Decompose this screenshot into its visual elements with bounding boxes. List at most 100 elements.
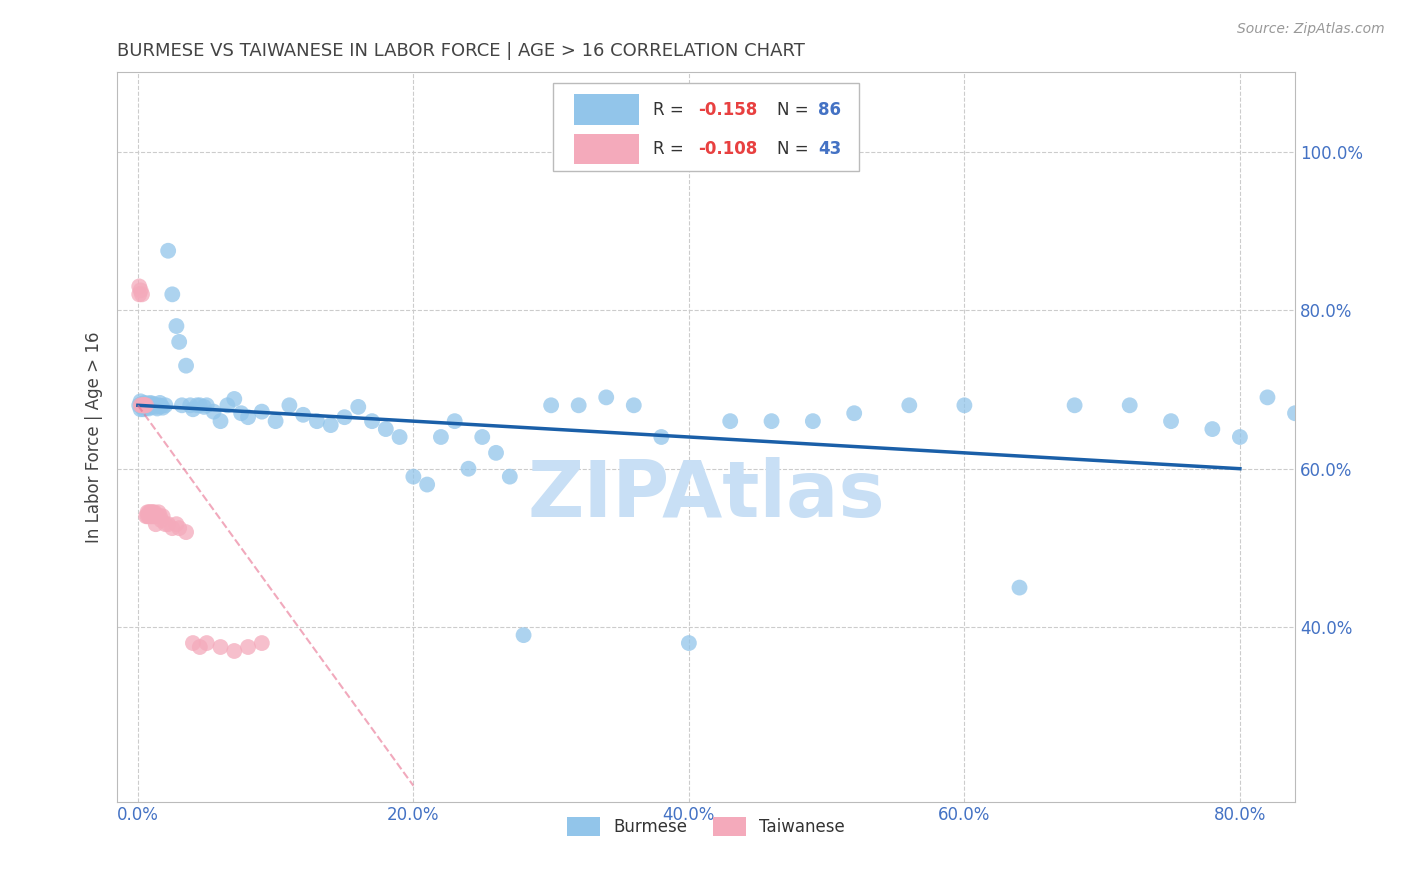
Point — [142, 397, 165, 411]
Point — [155, 517, 177, 532]
Point — [129, 402, 152, 417]
Point — [202, 404, 225, 418]
Point — [136, 509, 159, 524]
Text: N =: N = — [776, 140, 814, 158]
Point — [485, 446, 508, 460]
Point — [181, 402, 204, 417]
Point — [236, 410, 259, 425]
Point — [250, 636, 273, 650]
Point — [844, 406, 866, 420]
Point — [138, 398, 160, 412]
Point — [139, 399, 162, 413]
Point — [131, 287, 153, 301]
Legend: Burmese, Taiwanese: Burmese, Taiwanese — [558, 808, 853, 845]
Point — [678, 636, 700, 650]
Point — [135, 398, 157, 412]
Point — [195, 636, 218, 650]
Point — [162, 287, 184, 301]
Point — [623, 398, 645, 412]
Point — [136, 397, 159, 411]
Point — [134, 400, 156, 414]
Point — [1160, 414, 1182, 428]
Point — [132, 398, 155, 412]
Point — [1118, 398, 1140, 412]
Point — [333, 410, 356, 425]
Point — [250, 404, 273, 418]
Point — [402, 469, 425, 483]
Point — [167, 521, 190, 535]
Text: 86: 86 — [818, 101, 841, 119]
Point — [186, 398, 208, 412]
Point — [718, 414, 741, 428]
Point — [224, 644, 246, 658]
Point — [443, 414, 465, 428]
Point — [217, 398, 239, 412]
Point — [139, 396, 162, 410]
Point — [361, 414, 384, 428]
Point — [150, 513, 173, 527]
Point — [149, 509, 172, 524]
Point — [167, 334, 190, 349]
Point — [188, 398, 211, 412]
Point — [152, 509, 174, 524]
Point — [135, 509, 157, 524]
Point — [898, 398, 921, 412]
Y-axis label: In Labor Force | Age > 16: In Labor Force | Age > 16 — [86, 331, 103, 542]
Point — [499, 469, 522, 483]
FancyBboxPatch shape — [553, 83, 859, 171]
Point — [181, 636, 204, 650]
Text: R =: R = — [654, 101, 689, 119]
Point — [165, 517, 187, 532]
Point — [129, 398, 152, 412]
Point — [650, 430, 672, 444]
Point — [430, 430, 453, 444]
Point — [143, 398, 166, 412]
Point — [305, 414, 328, 428]
Point — [801, 414, 824, 428]
Point — [155, 398, 177, 412]
Point — [142, 505, 165, 519]
Text: ZIPAtlas: ZIPAtlas — [527, 458, 884, 533]
Point — [152, 401, 174, 415]
Point — [134, 398, 156, 412]
Point — [319, 418, 342, 433]
Point — [278, 398, 301, 412]
Point — [136, 401, 159, 415]
Point — [162, 521, 184, 535]
Point — [145, 400, 167, 414]
Point — [141, 398, 163, 412]
Point — [136, 505, 159, 519]
Point — [129, 394, 152, 409]
Point — [142, 509, 165, 524]
Point — [1256, 390, 1278, 404]
Point — [131, 397, 153, 411]
Point — [145, 517, 167, 532]
Text: 43: 43 — [818, 140, 841, 158]
Point — [128, 287, 150, 301]
Point — [148, 398, 170, 412]
Point — [157, 517, 180, 532]
Point — [135, 397, 157, 411]
Point — [128, 398, 150, 412]
Point — [179, 398, 201, 412]
Point — [512, 628, 534, 642]
Point — [231, 406, 253, 420]
Point — [141, 509, 163, 524]
Point — [224, 392, 246, 406]
Point — [236, 640, 259, 654]
Point — [188, 640, 211, 654]
Text: BURMESE VS TAIWANESE IN LABOR FORCE | AGE > 16 CORRELATION CHART: BURMESE VS TAIWANESE IN LABOR FORCE | AG… — [117, 42, 806, 60]
Point — [1201, 422, 1223, 436]
Point — [953, 398, 976, 412]
Point — [143, 509, 166, 524]
Point — [157, 244, 180, 258]
Point — [347, 400, 370, 414]
Point — [595, 390, 617, 404]
Point — [128, 279, 150, 293]
Point — [131, 400, 153, 414]
Point — [1284, 406, 1306, 420]
Point — [138, 401, 160, 416]
Point — [471, 430, 494, 444]
Text: N =: N = — [776, 101, 814, 119]
Point — [165, 319, 187, 334]
